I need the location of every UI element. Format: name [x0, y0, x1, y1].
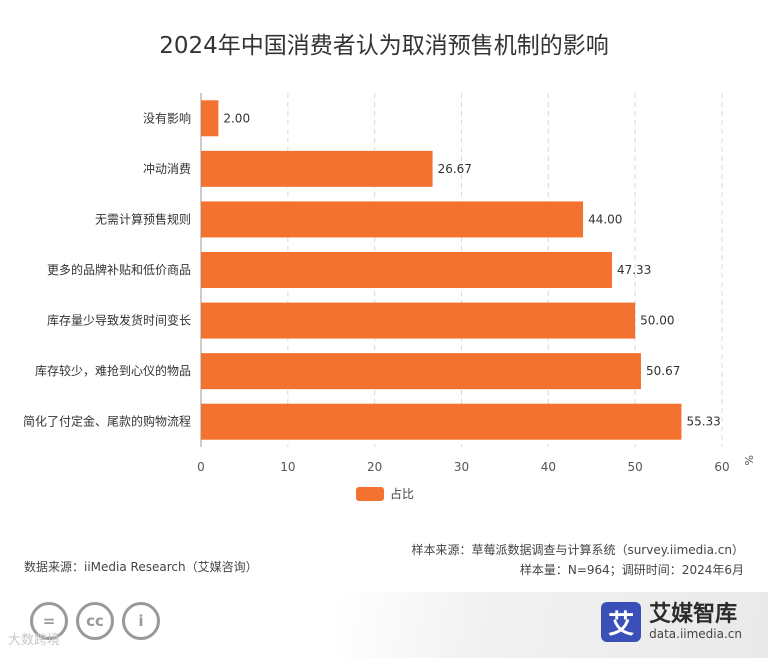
sample-size: 样本量：N=964；调研时间：2024年6月	[519, 563, 744, 577]
x-tick-labels: 0 10 20 30 40 50 60	[197, 460, 729, 474]
bar	[201, 201, 584, 238]
brand-logo: 艾	[601, 602, 642, 642]
brand: 艾 艾媒智库 data.iimedia.cn	[601, 602, 742, 642]
bar	[201, 100, 219, 137]
x-tick-label: 30	[454, 460, 469, 474]
legend: 占比	[356, 485, 414, 502]
value-label: 44.00	[588, 212, 622, 226]
bar-chart: 没有影响冲动消费无需计算预售规则更多的品牌补贴和低价商品库存量少导致发货时间变长…	[23, 93, 755, 474]
bar	[201, 302, 636, 339]
bar	[201, 252, 612, 288]
x-tick-label: 10	[280, 460, 295, 474]
license-icons: = cc i	[30, 602, 160, 640]
value-label: 50.67	[646, 364, 680, 378]
footer: = cc i 大数跨境 艾 艾媒智库 data.iimedia.cn	[0, 578, 768, 658]
sample-info-block: 样本来源：草莓派数据调查与计算系统（survey.iimedia.cn） 样本量…	[411, 540, 744, 580]
bar	[201, 150, 433, 187]
category-label: 没有影响	[143, 110, 191, 125]
value-label: 26.67	[438, 162, 472, 176]
legend-swatch	[356, 486, 384, 501]
x-tick-label: 60	[714, 460, 729, 474]
category-label: 库存量少导致发货时间变长	[47, 313, 191, 328]
value-label: 47.33	[617, 263, 651, 277]
value-label: 50.00	[640, 314, 674, 328]
x-tick-label: 20	[367, 460, 382, 474]
chart-title: 2024年中国消费者认为取消预售机制的影响	[159, 33, 609, 59]
value-label: 2.00	[223, 111, 250, 125]
footer-band	[338, 592, 768, 658]
bar	[201, 403, 682, 440]
legend-label: 占比	[390, 487, 415, 501]
bars	[201, 100, 682, 440]
cc-icon: cc	[76, 602, 114, 640]
value-labels: 2.00 26.67 44.00 47.33 50.00 50.67 55.33	[223, 111, 720, 428]
category-label: 更多的品牌补贴和低价商品	[47, 262, 191, 277]
x-tick-label: 40	[541, 460, 556, 474]
x-tick-label: 0	[197, 460, 205, 474]
category-label: 冲动消费	[143, 161, 191, 176]
sample-source: 样本来源：草莓派数据调查与计算系统（survey.iimedia.cn）	[411, 543, 744, 557]
person-icon: i	[122, 602, 160, 640]
unit-label: %	[742, 455, 755, 465]
category-label: 无需计算预售规则	[95, 211, 191, 226]
watermark: 大数跨境	[8, 633, 61, 648]
category-label: 库存较少，难抢到心仪的物品	[35, 363, 191, 378]
equals-icon: =	[30, 602, 68, 640]
value-label: 55.33	[686, 415, 720, 429]
category-label: 简化了付定金、尾款的购物流程	[23, 414, 191, 429]
brand-name: 艾媒智库	[649, 602, 738, 627]
category-labels: 没有影响冲动消费无需计算预售规则更多的品牌补贴和低价商品库存量少导致发货时间变长…	[23, 110, 191, 428]
brand-url: data.iimedia.cn	[649, 627, 742, 641]
data-source: 数据来源：iiMedia Research（艾媒咨询）	[24, 560, 258, 574]
x-tick-label: 50	[628, 460, 643, 474]
bar	[201, 353, 641, 390]
